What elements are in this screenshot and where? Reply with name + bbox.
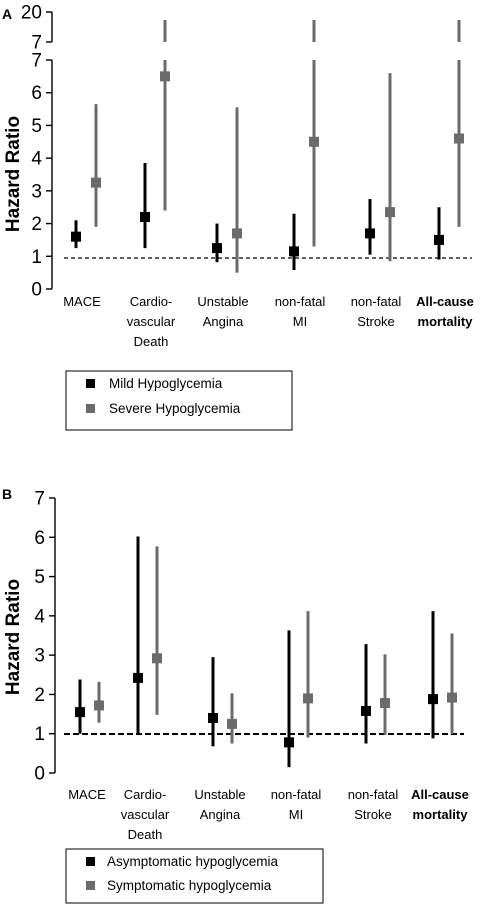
legend-symptomatic-hypoglycemia-label: Symptomatic hypoglycemia: [107, 878, 272, 893]
panel-a-legend: Mild Hypoglycemia Severe Hypoglycemia: [65, 370, 293, 431]
legend-severe-hypoglycemia-swatch: [86, 404, 95, 413]
panel-a-y-break-tick-label: 20: [21, 3, 42, 24]
panel-b-y-tick-label: 4: [34, 606, 45, 627]
panel-b-asymptomatic-hypoglycemia-point: [208, 713, 218, 723]
panel-a-label: A: [2, 6, 12, 22]
panel-b-asymptomatic-hypoglycemia-point: [75, 707, 85, 718]
panel-b-symptomatic-hypoglycemia-point: [94, 700, 104, 711]
panel-b-legend-box: [65, 848, 324, 904]
panel-b-y-tick-label: 5: [34, 567, 45, 588]
panel-b: B 0 1 2 3 4 5 6 7 Hazard Ratio MACE Cardio-vascu…: [2, 486, 469, 904]
panel-a-mild-hypoglycemia-point: [212, 243, 222, 254]
panel-b-y-axis: 0 1 2 3 4 5 6 7: [34, 489, 56, 785]
panel-b-category-label: MACE: [68, 787, 106, 802]
panel-a-y-axis-title: Hazard Ratio: [3, 116, 24, 232]
panel-a-legend-box: [65, 370, 293, 431]
panel-a-y-axis: 0 1 2 3 4 5 6 7 20 7: [21, 3, 53, 301]
legend-severe-hypoglycemia-label: Severe Hypoglycemia: [109, 401, 241, 416]
panel-b-marks: [75, 536, 457, 768]
panel-a-severe-hypoglycemia-point: [160, 71, 170, 82]
panel-a-severe-hypoglycemia-point: [91, 177, 101, 188]
panel-a-category-label: non-fatal MI: [275, 294, 326, 329]
panel-b-y-tick-label: 1: [34, 724, 45, 745]
legend-mild-hypoglycemia-swatch: [86, 379, 95, 388]
panel-a-severe-hypoglycemia-point: [309, 136, 319, 147]
panel-a-category-labels: MACE Cardio-vascular Death Unstable Angina no…: [63, 294, 474, 349]
panel-a-y-tick-label: 6: [31, 83, 42, 104]
panel-b-category-label: All-cause mortality: [411, 787, 469, 822]
panel-a-category-label: non-fatal Stroke: [351, 294, 402, 329]
panel-b-symptomatic-hypoglycemia-point: [227, 718, 237, 729]
panel-b-asymptomatic-hypoglycemia-point: [133, 672, 143, 683]
panel-a-mild-hypoglycemia-point: [71, 231, 81, 242]
panel-b-y-tick-label: 2: [34, 685, 45, 706]
legend-asymptomatic-hypoglycemia-swatch: [86, 857, 95, 866]
panel-a-severe-hypoglycemia-point: [232, 228, 242, 239]
panel-a-y-tick-label: 1: [31, 247, 42, 268]
panel-a-category-label: Unstable Angina: [197, 294, 248, 329]
panel-a-mild-hypoglycemia-point: [140, 212, 150, 223]
panel-b-symptomatic-hypoglycemia-point: [152, 653, 162, 664]
panel-b-category-labels: MACE Cardio-vascular Death Unstable Angina no…: [68, 787, 469, 842]
legend-symptomatic-hypoglycemia-swatch: [86, 881, 95, 890]
panel-b-asymptomatic-hypoglycemia-point: [284, 737, 294, 748]
panel-b-y-tick-label: 6: [34, 528, 45, 549]
legend-asymptomatic-hypoglycemia-label: Asymptomatic hypoglycemia: [107, 854, 279, 869]
panel-a-category-label: Cardio-vascular Death: [127, 294, 176, 349]
panel-b-symptomatic-hypoglycemia-point: [447, 692, 457, 703]
panel-b-category-label: non-fatal Stroke: [348, 787, 399, 822]
panel-a-severe-hypoglycemia-point: [385, 207, 395, 218]
panel-a-category-label: All-cause mortality: [416, 294, 474, 329]
panel-b-y-axis-title: Hazard Ratio: [3, 579, 24, 695]
panel-b-category-label: Cardio-vascular Death: [121, 787, 170, 842]
panel-a-y-tick-label: 2: [31, 214, 42, 235]
panel-a-y-break-tick-label: 7: [31, 33, 42, 54]
panel-b-category-label: Unstable Angina: [194, 787, 245, 822]
panel-a-severe-hypoglycemia-point: [454, 133, 464, 144]
panel-b-category-label: non-fatal MI: [271, 787, 322, 822]
panel-b-symptomatic-hypoglycemia-point: [303, 693, 313, 704]
panel-a-mild-hypoglycemia-point: [289, 246, 299, 257]
panel-a-mild-hypoglycemia-point: [365, 228, 375, 239]
panel-b-y-tick-label: 7: [34, 489, 45, 510]
panel-a-y-tick-label: 7: [31, 51, 42, 72]
panel-b-label: B: [2, 486, 12, 502]
panel-a-marks: [71, 20, 464, 273]
panel-b-y-tick-label: 3: [34, 646, 45, 667]
panel-b-asymptomatic-hypoglycemia-point: [428, 694, 438, 705]
panel-a-y-tick-label: 5: [31, 116, 42, 137]
panel-a-y-tick-label: 0: [31, 280, 42, 301]
legend-mild-hypoglycemia-label: Mild Hypoglycemia: [109, 376, 223, 391]
panel-a-mild-hypoglycemia-point: [434, 234, 444, 245]
panel-a-y-tick-label: 4: [31, 149, 42, 170]
panel-b-symptomatic-hypoglycemia-point: [380, 698, 390, 709]
panel-b-asymptomatic-hypoglycemia-point: [361, 705, 371, 716]
panel-a-category-label: MACE: [63, 294, 101, 309]
panel-b-y-tick-label: 0: [34, 764, 45, 785]
panel-b-legend: Asymptomatic hypoglycemia Symptomatic hy…: [65, 848, 324, 904]
panel-a: A 0 1 2 3 4 5 6 7 20 7 Hazard Ratio MACE Cardio-va…: [2, 3, 474, 431]
panel-a-y-tick-label: 3: [31, 181, 42, 202]
